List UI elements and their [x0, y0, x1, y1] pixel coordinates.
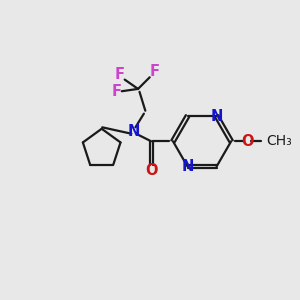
Text: O: O: [241, 134, 253, 149]
Text: F: F: [112, 84, 122, 99]
Text: F: F: [149, 64, 159, 79]
Text: N: N: [210, 109, 223, 124]
Text: O: O: [145, 163, 158, 178]
Text: N: N: [128, 124, 140, 139]
Text: N: N: [181, 159, 194, 174]
Text: F: F: [114, 67, 124, 82]
Text: CH₃: CH₃: [267, 134, 292, 148]
